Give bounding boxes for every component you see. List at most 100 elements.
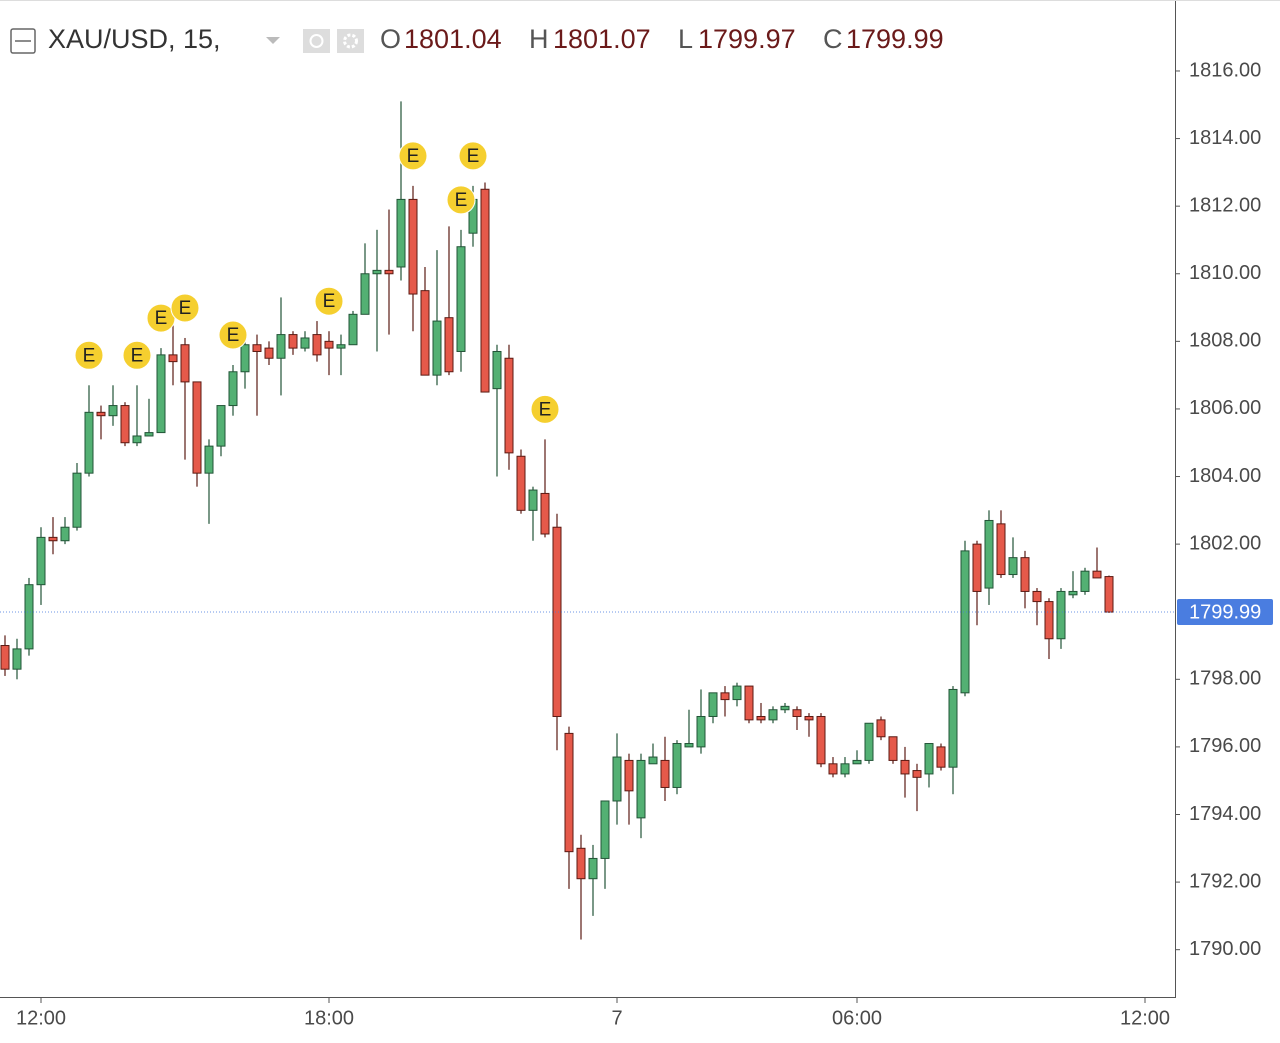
event-label: E — [179, 298, 192, 319]
candle-body — [828, 763, 838, 775]
candle-body — [696, 715, 706, 748]
candle-body — [720, 692, 730, 701]
candle-body — [840, 763, 850, 775]
dropdown-arrow[interactable] — [266, 37, 280, 44]
eye-icon — [309, 34, 324, 48]
candle-body — [624, 759, 634, 792]
candle-body — [1092, 570, 1102, 579]
candle-body — [288, 334, 298, 349]
candle-body — [132, 435, 142, 444]
event-label: E — [227, 325, 240, 346]
x-tick-label: 12:00 — [1120, 1007, 1170, 1029]
y-tick-label: 1790.00 — [1189, 938, 1261, 960]
event-label: E — [407, 146, 420, 167]
low-value: 1799.97 — [698, 24, 796, 54]
candle-body — [1008, 557, 1018, 576]
candle-body — [1032, 590, 1042, 603]
candle-body — [552, 526, 562, 717]
candle-body — [972, 543, 982, 592]
candle-body — [924, 743, 934, 775]
candle-body — [408, 198, 418, 295]
event-label: E — [539, 399, 552, 420]
event-label: E — [131, 345, 144, 366]
candle-body — [84, 411, 94, 474]
candle-body — [12, 648, 22, 670]
x-tick-label: 18:00 — [304, 1007, 354, 1029]
event-marker — [314, 286, 344, 316]
candle-body — [576, 847, 586, 880]
open-label: O — [380, 24, 401, 54]
candle-body — [1104, 576, 1114, 613]
last-price-box — [1177, 599, 1273, 626]
y-tick-label: 1808.00 — [1189, 330, 1261, 352]
candle-body — [816, 715, 826, 765]
candle-body — [228, 371, 238, 407]
settings-button[interactable] — [337, 29, 364, 53]
y-tick-label: 1804.00 — [1189, 465, 1261, 487]
candle-body — [276, 334, 286, 359]
x-tick-label: 12:00 — [16, 1007, 66, 1029]
candle-body — [192, 381, 202, 474]
candle-body — [456, 246, 466, 352]
y-tick-label: 1806.00 — [1189, 397, 1261, 419]
high-value: 1801.07 — [553, 24, 651, 54]
candle-body — [240, 344, 250, 373]
candle-body — [72, 472, 82, 528]
candle-body — [432, 320, 442, 376]
candle-body — [420, 290, 430, 376]
candle-body — [96, 411, 106, 417]
candle-body — [876, 719, 886, 738]
last-price-label: 1799.99 — [1189, 601, 1261, 623]
candle-body — [996, 523, 1006, 576]
candle-body — [684, 743, 694, 748]
candle-body — [768, 709, 778, 721]
candle-body — [120, 405, 130, 444]
candle-body — [312, 334, 322, 356]
candle-body — [564, 732, 574, 853]
candle-body — [660, 759, 670, 788]
candle-body — [504, 357, 514, 454]
candle-body — [804, 715, 814, 721]
candle-body — [264, 347, 274, 359]
candle-body — [960, 550, 970, 694]
y-tick-label: 1794.00 — [1189, 803, 1261, 825]
candle-body — [792, 709, 802, 717]
candle-body — [1068, 590, 1078, 596]
y-tick-label: 1796.00 — [1189, 735, 1261, 757]
candle-body — [48, 536, 58, 542]
high-label: H — [529, 24, 549, 54]
candle-body — [1020, 557, 1030, 592]
event-marker — [218, 320, 248, 350]
visibility-button[interactable] — [303, 29, 330, 53]
candle-body — [612, 756, 622, 802]
y-tick-label: 1814.00 — [1189, 127, 1261, 149]
event-marker — [530, 394, 560, 424]
candle-body — [948, 688, 958, 768]
candle-body — [180, 344, 190, 383]
candle-body — [492, 350, 502, 390]
candle-body — [36, 536, 46, 586]
event-marker — [74, 340, 104, 370]
symbol-label: XAU/USD, 15, — [48, 24, 221, 54]
candle-body — [1056, 590, 1066, 640]
y-tick-label: 1792.00 — [1189, 870, 1261, 892]
x-tick-label: 06:00 — [832, 1007, 882, 1029]
candle-body — [444, 317, 454, 373]
y-tick-label: 1802.00 — [1189, 532, 1261, 554]
x-tick-label: 7 — [611, 1007, 622, 1029]
close-label: C — [823, 24, 843, 54]
gear-icon — [343, 33, 358, 49]
event-label: E — [455, 190, 468, 211]
y-tick-label: 1816.00 — [1189, 59, 1261, 81]
candle-body — [936, 746, 946, 768]
candle-body — [204, 445, 214, 474]
candle-body — [300, 337, 310, 349]
event-marker — [458, 141, 488, 171]
y-tick-label: 1798.00 — [1189, 668, 1261, 690]
candle-body — [744, 685, 754, 721]
open-value: 1801.04 — [404, 24, 502, 54]
candle-body — [852, 759, 862, 765]
candle-body — [480, 188, 490, 393]
event-marker — [170, 293, 200, 323]
